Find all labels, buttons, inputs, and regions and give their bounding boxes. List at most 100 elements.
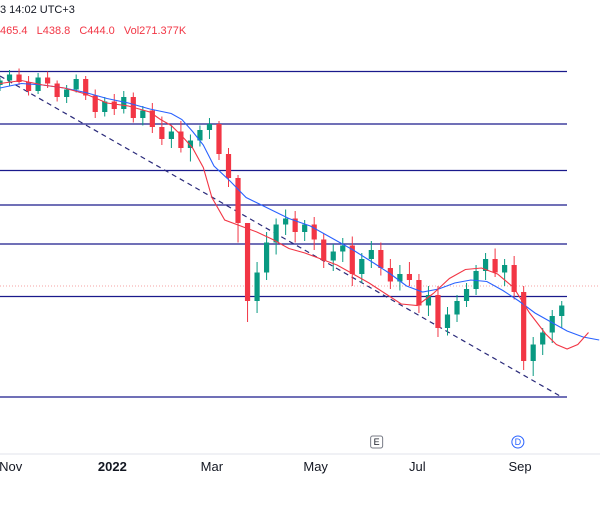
candle [540, 328, 546, 355]
x-tick-label: Jul [409, 459, 426, 474]
x-tick-label: 2022 [98, 459, 127, 474]
x-tick-label: Nov [0, 459, 23, 474]
candle-body [416, 280, 422, 306]
candle-body [502, 265, 508, 273]
candle-body [149, 110, 155, 127]
candle-body [330, 251, 336, 261]
candle-body [64, 89, 70, 97]
candle [83, 76, 89, 100]
candle-body [397, 274, 403, 282]
candle-body [168, 131, 174, 139]
candle [225, 148, 232, 187]
x-tick-label: Mar [201, 459, 224, 474]
candle-body [292, 218, 298, 232]
candle-body [368, 250, 374, 259]
candle [102, 97, 108, 117]
candle [463, 283, 470, 307]
candle [406, 262, 413, 286]
candle-body [263, 242, 270, 273]
x-tick-label: Sep [508, 459, 531, 474]
candle-body [102, 101, 108, 112]
candle [283, 209, 289, 235]
candle-body [92, 95, 98, 112]
event-marker-e: E [370, 435, 384, 449]
candle-body [406, 274, 413, 280]
candle-body [254, 272, 260, 301]
candle-body [283, 218, 289, 225]
candle-body [540, 332, 546, 345]
candle [149, 103, 155, 133]
candle [444, 307, 451, 336]
candle-body [444, 314, 451, 328]
x-axis: Nov 2022 Mar May Jul Sep [0, 453, 600, 474]
candle-body [244, 223, 251, 301]
ohlc-high: 465.4 [0, 25, 28, 37]
candle-body [25, 82, 32, 91]
candle [216, 121, 222, 160]
event-label: D [515, 437, 522, 447]
candle-body [235, 178, 241, 223]
candle [511, 256, 517, 300]
candle [73, 74, 79, 93]
candle-body [425, 295, 432, 306]
candle-body [197, 130, 203, 141]
candle-body [111, 101, 117, 109]
candle-body [454, 301, 460, 315]
candle-body [140, 110, 146, 118]
horizontal-levels-layer [0, 70, 567, 398]
candle [206, 118, 213, 139]
candle-body [45, 77, 51, 84]
candle [6, 70, 13, 87]
candle-body [387, 268, 393, 282]
candle [359, 253, 365, 283]
candle [492, 248, 498, 277]
chart-time-label: 3 14:02 UTC+3 [0, 4, 75, 16]
candle-body [225, 154, 232, 178]
candle [454, 295, 460, 322]
candle-body [378, 250, 384, 268]
ohlc-readout: 465.4 L438.8 C444.0 Vol271.377K [0, 25, 192, 37]
ohlc-low: L438.8 [36, 25, 71, 37]
candle [549, 310, 555, 343]
candle [330, 244, 336, 271]
candle-body [511, 265, 517, 292]
ma-slow-line [0, 82, 600, 341]
candle [254, 262, 260, 313]
candle-body [463, 289, 470, 301]
candle-body [73, 79, 79, 90]
candle [25, 76, 32, 96]
candle [321, 233, 327, 268]
candle [54, 80, 60, 102]
event-label: E [374, 437, 380, 447]
candle [521, 286, 527, 370]
candle-body [206, 124, 213, 130]
candle [187, 134, 194, 162]
candle-body [435, 295, 441, 328]
candle [416, 274, 422, 313]
candle [311, 217, 317, 250]
candle-body [530, 344, 536, 361]
candle-body [83, 79, 89, 96]
x-tick-label: May [303, 459, 328, 474]
candle [16, 68, 22, 85]
candle-body [549, 316, 555, 333]
candle [244, 223, 251, 322]
candle-body [273, 224, 279, 243]
candle-body [492, 259, 498, 273]
candle [235, 175, 241, 243]
candle-body [6, 74, 13, 81]
ohlc-volume: Vol271.377K [123, 25, 187, 37]
candle-body [482, 259, 489, 271]
candle [92, 89, 98, 118]
candle-body [359, 259, 365, 274]
candle [178, 121, 184, 153]
candle-body [54, 83, 60, 97]
candle [0, 77, 3, 91]
candle-body [302, 224, 308, 232]
candle [340, 238, 346, 262]
ma-fast-line [0, 79, 589, 350]
candle [530, 337, 536, 376]
candle [159, 116, 165, 145]
candle-body [187, 140, 194, 148]
